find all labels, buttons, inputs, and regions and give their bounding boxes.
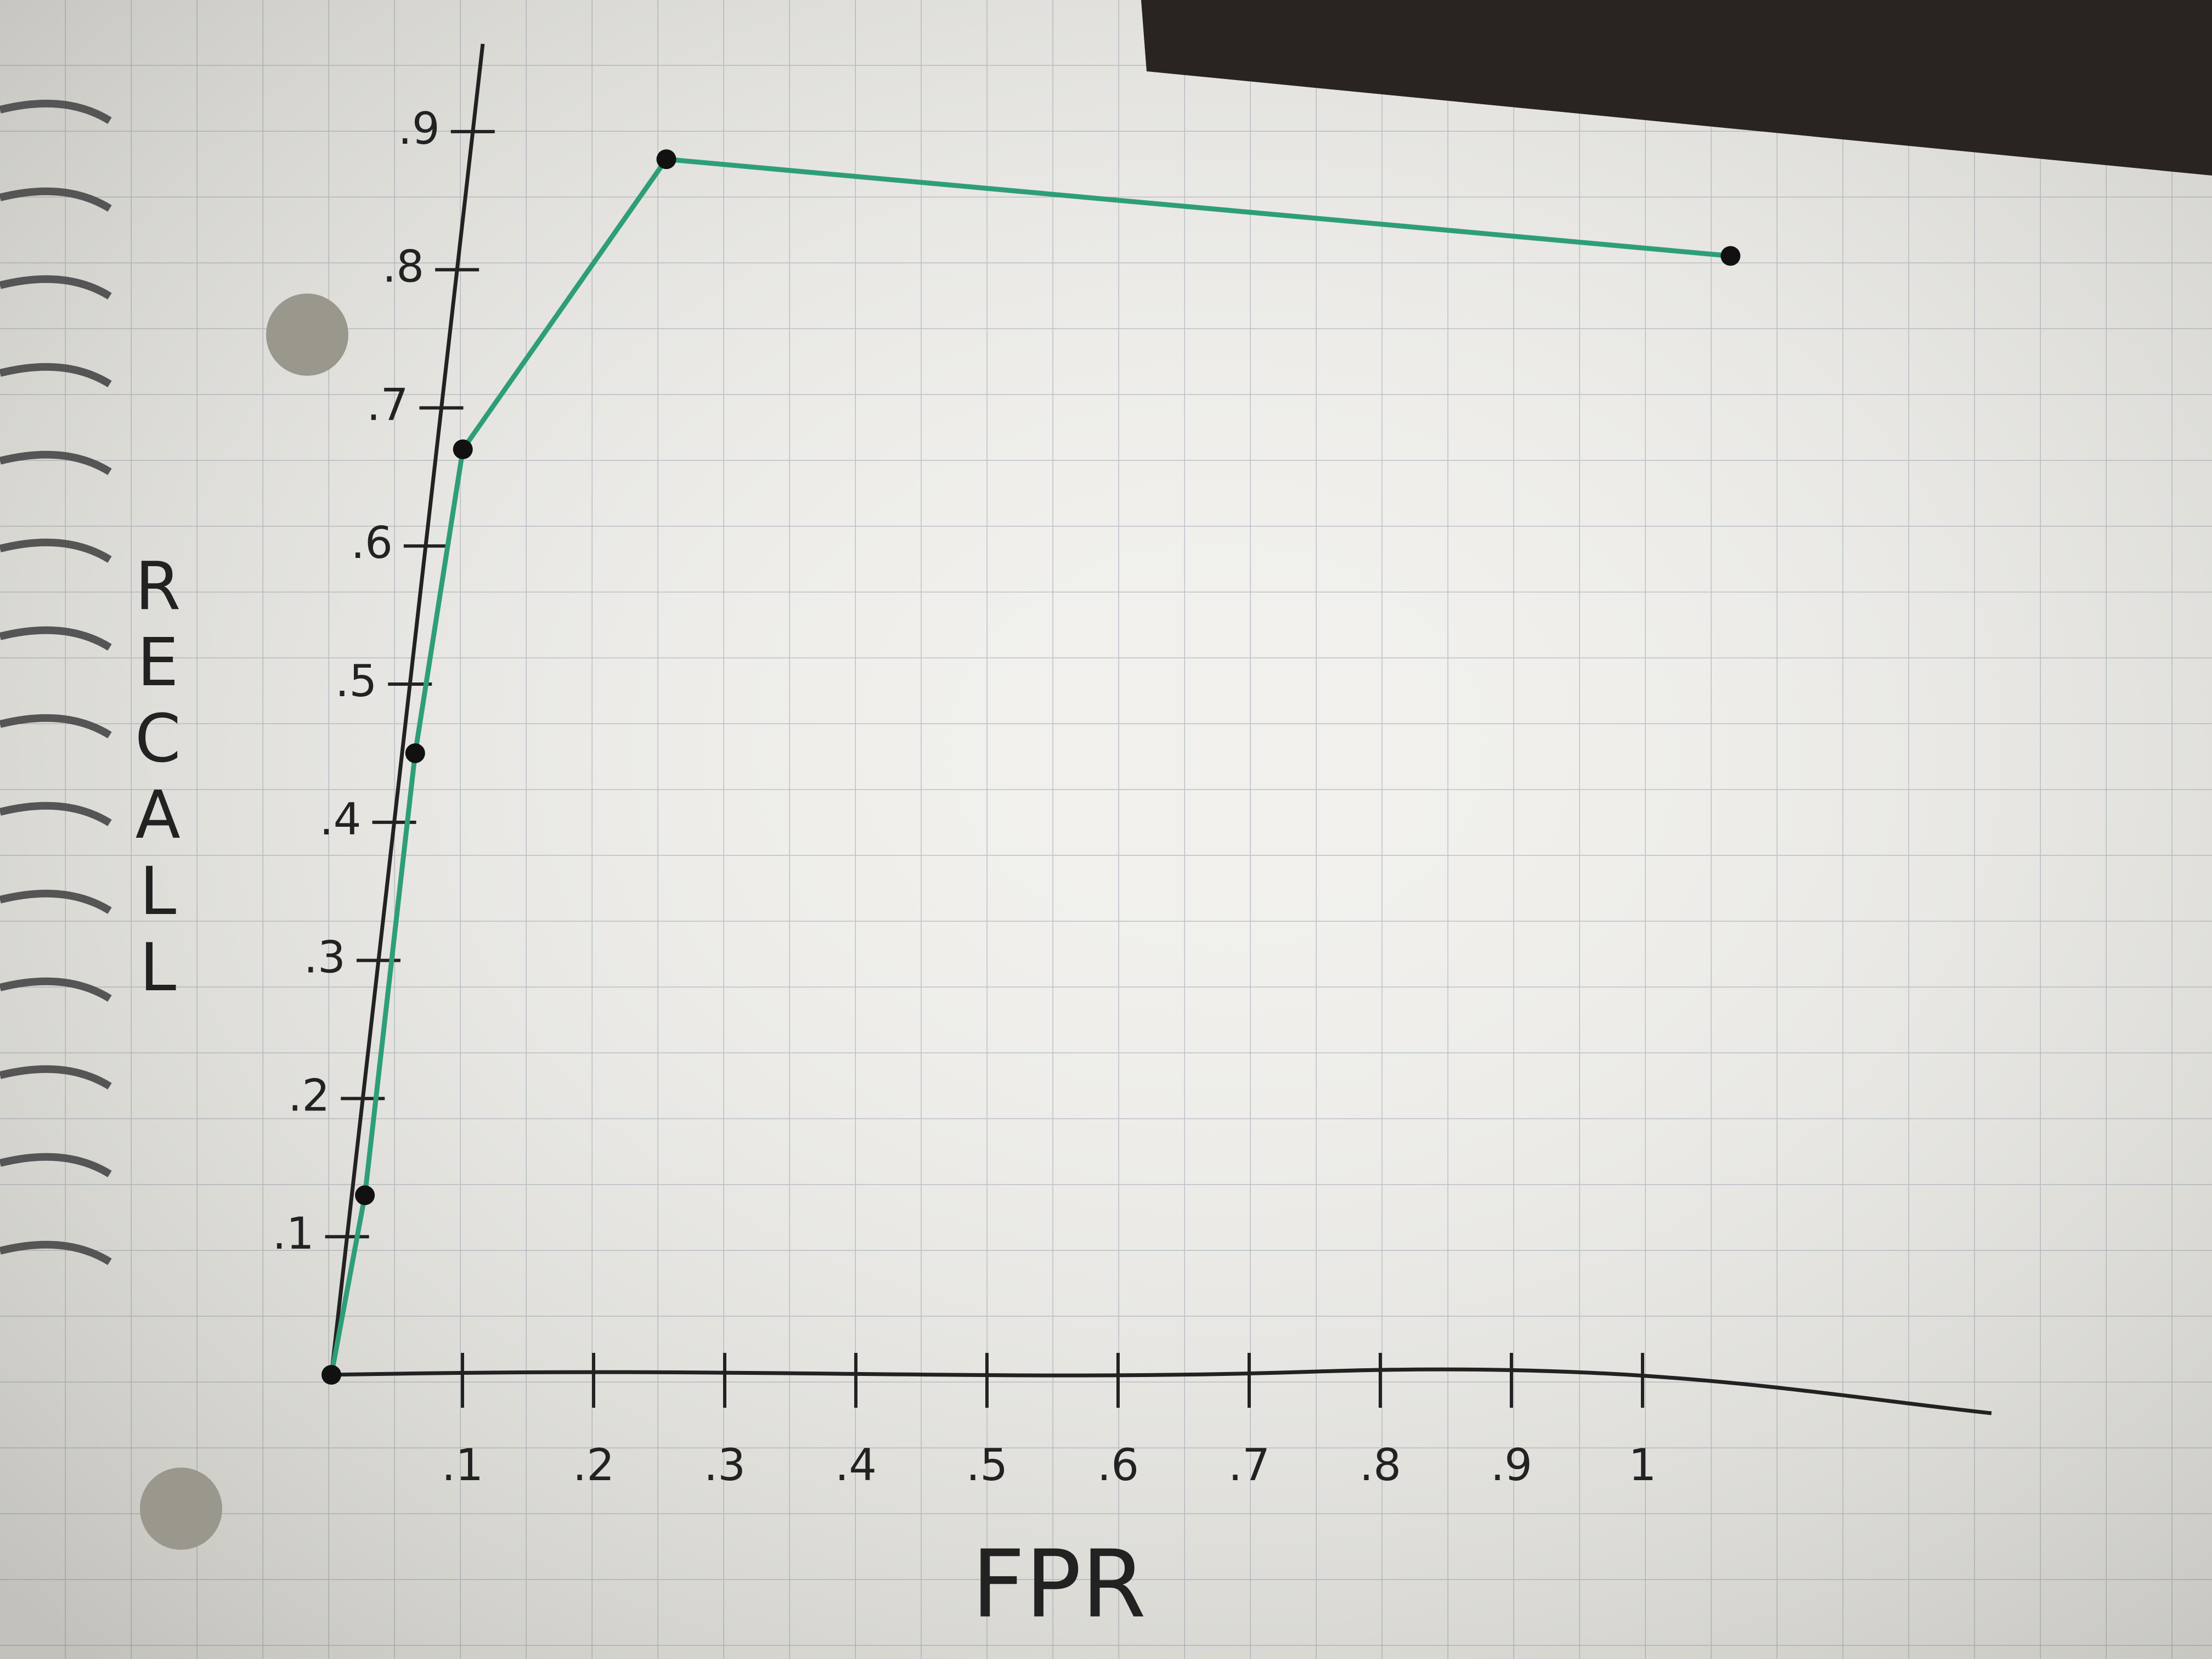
binding-rings (0, 99, 112, 1265)
x-tick-label: .3 (704, 1440, 746, 1491)
y-axis (329, 43, 485, 1375)
x-tick-label: .5 (966, 1440, 1008, 1491)
y-tick-label: .2 (288, 1070, 330, 1121)
y-tick-label: .3 (304, 932, 346, 983)
y-tick-label: .7 (366, 379, 408, 430)
x-tick-label: .8 (1359, 1440, 1401, 1491)
y-axis-label: RECALL (120, 549, 196, 1006)
point (405, 743, 425, 763)
y-tick-label: .8 (382, 241, 424, 292)
x-tick-label: 1 (1629, 1440, 1657, 1491)
punch-hole (140, 1468, 222, 1550)
y-tick-label: .4 (319, 794, 361, 845)
x-tick-label: .9 (1491, 1440, 1532, 1491)
point (453, 439, 473, 460)
x-tick-label: .6 (1097, 1440, 1139, 1491)
line (329, 156, 1731, 1375)
y-tick-label: .5 (335, 656, 377, 707)
y-tick-label: .6 (351, 517, 393, 568)
x-tick-label: .2 (573, 1440, 614, 1491)
x-tick-label: .7 (1228, 1440, 1270, 1491)
point (1720, 246, 1741, 266)
x-axis (331, 1367, 1992, 1415)
x-tick-label: .1 (442, 1440, 483, 1491)
y-tick-label: .1 (272, 1208, 314, 1259)
x-axis-label: FPR (972, 1530, 1146, 1639)
point (321, 1365, 341, 1385)
point (355, 1185, 375, 1205)
y-tick-label: .9 (398, 103, 439, 154)
x-tick-label: .4 (835, 1440, 877, 1491)
point (656, 149, 676, 170)
punch-hole (266, 294, 348, 376)
